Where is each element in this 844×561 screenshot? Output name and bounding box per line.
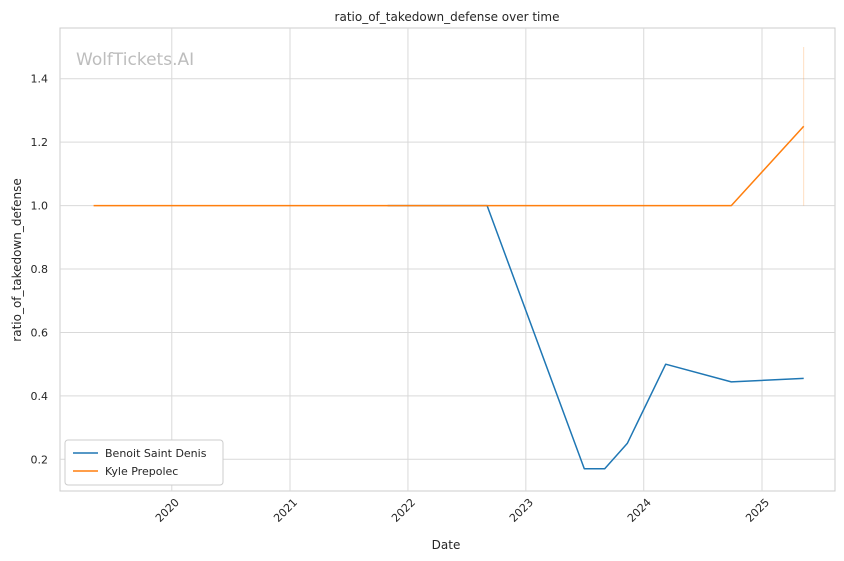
y-tick-label: 1.2 <box>31 136 49 149</box>
y-tick-label: 1.4 <box>31 73 49 86</box>
x-axis-ticks: 2020 2021 2022 2023 2024 2025 <box>153 496 772 525</box>
legend-box <box>64 439 224 486</box>
series-line-0 <box>387 204 804 470</box>
watermark-text: WolfTickets.AI <box>76 50 194 70</box>
y-tick-label: 0.6 <box>31 326 49 339</box>
x-tick-label: 2023 <box>507 496 536 525</box>
y-tick-label: 1.0 <box>31 200 49 213</box>
series-lines <box>93 47 805 470</box>
chart-title: ratio_of_takedown_defense over time <box>335 10 560 24</box>
y-axis-label: ratio_of_takedown_defense <box>10 178 24 341</box>
x-axis-label: Date <box>432 538 461 552</box>
plot-area <box>59 27 836 492</box>
x-tick-label: 2021 <box>271 496 300 525</box>
x-tick-label: 2025 <box>743 496 772 525</box>
y-tick-label: 0.2 <box>31 453 49 466</box>
legend-label: Benoit Saint Denis <box>105 447 207 460</box>
y-tick-label: 0.4 <box>31 390 49 403</box>
x-tick-label: 2024 <box>625 496 654 525</box>
legend-label: Kyle Prepolec <box>105 465 178 478</box>
legend: Benoit Saint Denis Kyle Prepolec <box>64 439 224 486</box>
x-tick-label: 2020 <box>153 496 182 525</box>
series-line-1 <box>93 125 805 207</box>
y-tick-label: 0.8 <box>31 263 49 276</box>
x-tick-label: 2022 <box>389 496 418 525</box>
y-axis-ticks: 0.2 0.4 0.6 0.8 1.0 1.2 1.4 <box>31 73 49 467</box>
